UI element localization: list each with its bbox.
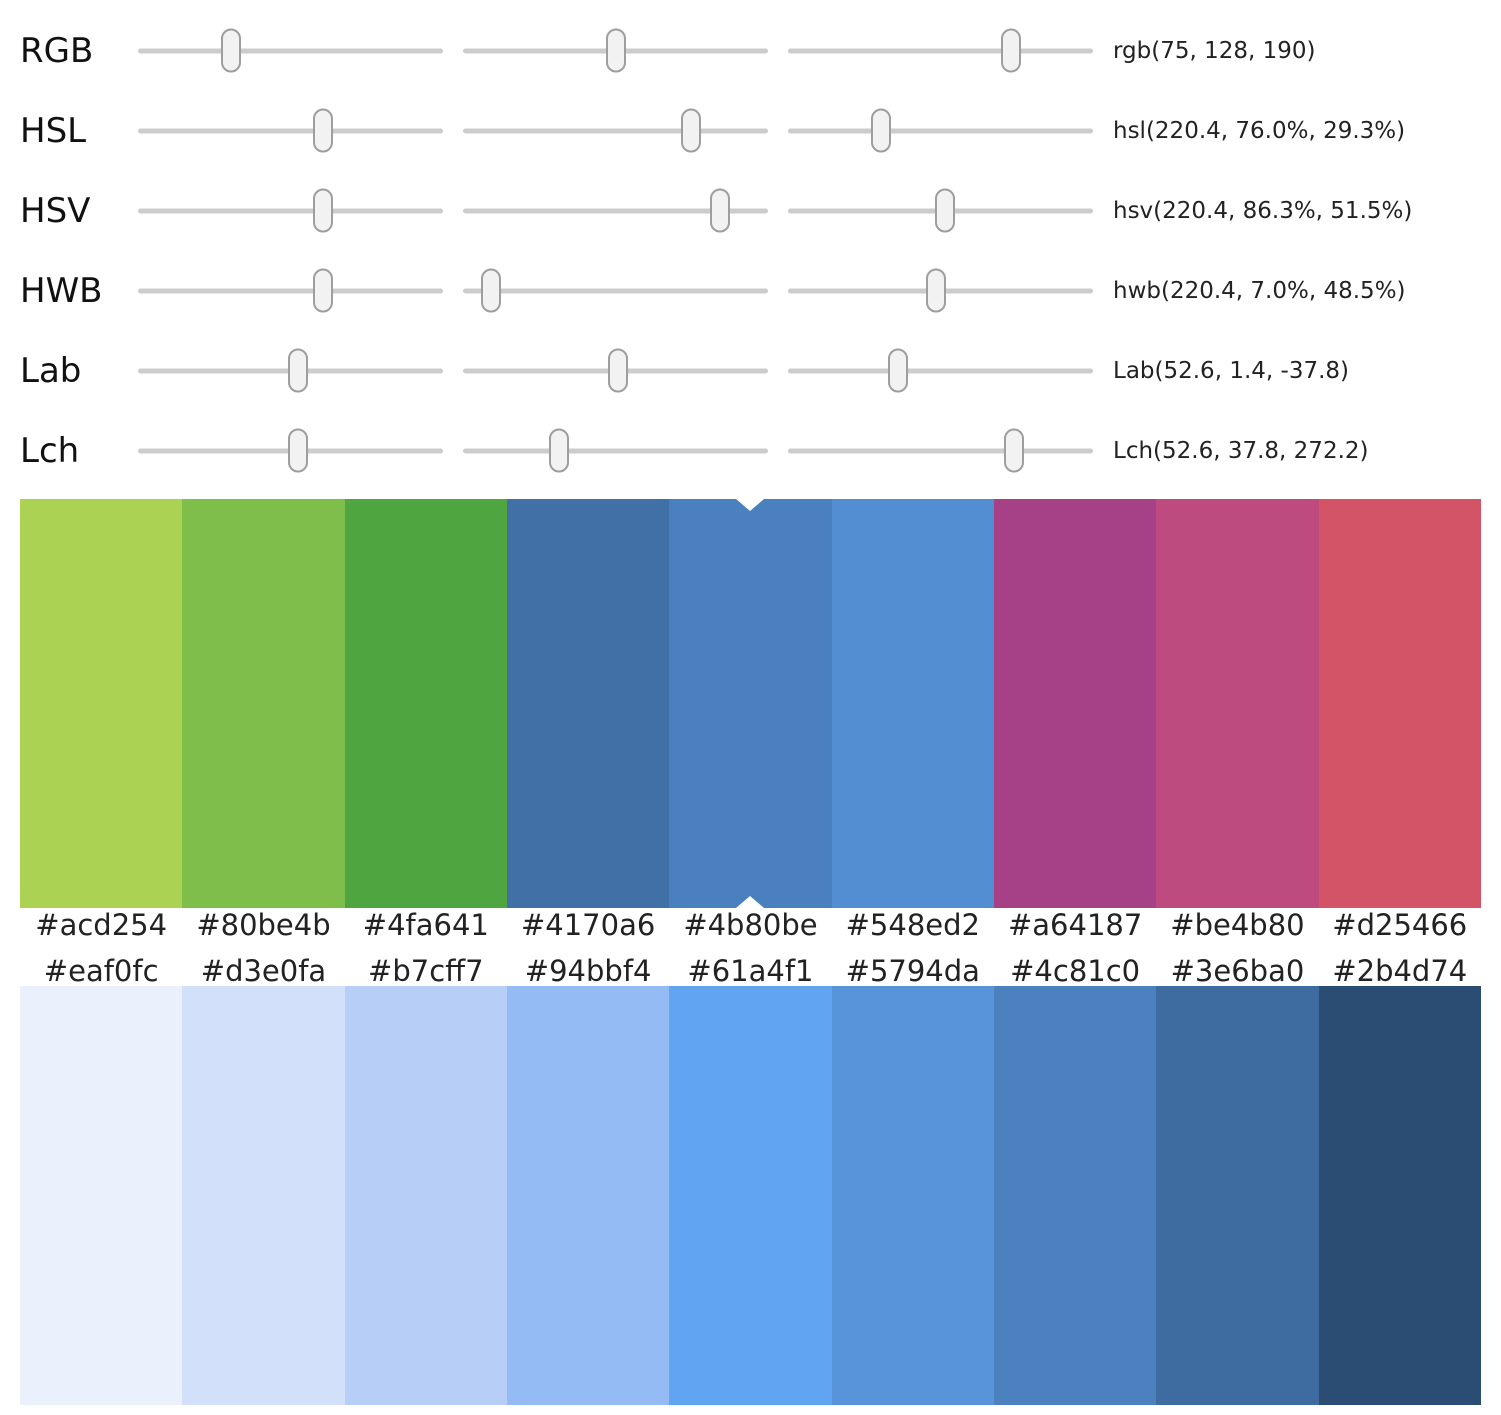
- hex-label-top-3: #4fa641: [362, 908, 489, 942]
- hex-label-bottom-7: #4c81c0: [1010, 954, 1141, 988]
- slider-track-hsl-3[interactable]: [788, 108, 1093, 153]
- slider-row-hwb: HWB hwb(220.4, 7.0%, 48.5%): [0, 251, 1501, 331]
- slider-thumb-hwb-3[interactable]: [926, 268, 947, 313]
- palette-swatch-bottom-6[interactable]: [831, 986, 994, 1405]
- slider-thumb-lab-2[interactable]: [607, 348, 628, 393]
- slider-track-rgb-1[interactable]: [138, 28, 443, 73]
- hex-label-top-1: #acd254: [35, 908, 168, 942]
- palette-swatch-top-3[interactable]: [344, 499, 507, 908]
- palette-swatch-top-1[interactable]: [20, 499, 183, 908]
- color-value-text: hwb(220.4, 7.0%, 48.5%): [1113, 278, 1406, 304]
- palette-top: [20, 499, 1481, 908]
- slider-track-hsl-1[interactable]: [138, 108, 443, 153]
- palette-swatch-bottom-9[interactable]: [1318, 986, 1481, 1405]
- hex-label-top-2: #80be4b: [196, 908, 331, 942]
- slider-row-label: Lch: [20, 431, 80, 471]
- palette-swatch-bottom-3[interactable]: [344, 986, 507, 1405]
- slider-track-hwb-3[interactable]: [788, 268, 1093, 313]
- slider-thumb-hsl-1[interactable]: [312, 108, 333, 153]
- palette-swatch-top-5[interactable]: [669, 499, 832, 908]
- slider-track-lch-3[interactable]: [788, 428, 1093, 473]
- slider-track-rgb-2[interactable]: [463, 28, 768, 73]
- slider-thumb-hsl-2[interactable]: [680, 108, 701, 153]
- slider-track-rgb-3[interactable]: [788, 28, 1093, 73]
- hex-label-bottom-4: #94bbf4: [524, 954, 652, 988]
- hex-label-bottom-6: #5794da: [845, 954, 980, 988]
- hex-label-top-5: #4b80be: [683, 908, 818, 942]
- slider-row-label: HWB: [20, 271, 103, 311]
- slider-row-label: HSL: [20, 111, 87, 151]
- palette-swatch-bottom-2[interactable]: [182, 986, 345, 1405]
- hex-label-bottom-9: #2b4d74: [1332, 954, 1468, 988]
- palette-swatch-bottom-1[interactable]: [20, 986, 183, 1405]
- hex-label-bottom-3: #b7cff7: [368, 954, 484, 988]
- color-value-text: rgb(75, 128, 190): [1113, 38, 1316, 64]
- slider-track-lch-1[interactable]: [138, 428, 443, 473]
- slider-thumb-lch-2[interactable]: [549, 428, 570, 473]
- palette-swatch-top-6[interactable]: [831, 499, 994, 908]
- color-value-text: hsv(220.4, 86.3%, 51.5%): [1113, 198, 1413, 224]
- slider-thumb-rgb-2[interactable]: [606, 28, 627, 73]
- slider-thumb-rgb-3[interactable]: [1001, 28, 1022, 73]
- slider-row-lab: Lab Lab(52.6, 1.4, -37.8): [0, 331, 1501, 411]
- palette-swatch-top-8[interactable]: [1156, 499, 1319, 908]
- hex-label-top-6: #548ed2: [845, 908, 980, 942]
- slider-track-lab-3[interactable]: [788, 348, 1093, 393]
- hex-label-top-4: #4170a6: [520, 908, 656, 942]
- palette-swatch-top-7[interactable]: [993, 499, 1157, 908]
- slider-track-lab-1[interactable]: [138, 348, 443, 393]
- palette-bottom: [20, 986, 1481, 1405]
- slider-thumb-hwb-1[interactable]: [312, 268, 333, 313]
- slider-thumb-lch-1[interactable]: [288, 428, 308, 473]
- slider-row-label: RGB: [20, 31, 94, 71]
- slider-track-hwb-1[interactable]: [138, 268, 443, 313]
- hex-label-top-7: #a64187: [1007, 908, 1143, 942]
- palette-swatch-bottom-8[interactable]: [1156, 986, 1319, 1405]
- palette-swatch-bottom-7[interactable]: [993, 986, 1157, 1405]
- slider-track-hsv-2[interactable]: [463, 188, 768, 233]
- slider-thumb-lab-3[interactable]: [888, 348, 909, 393]
- slider-thumb-lch-3[interactable]: [1004, 428, 1025, 473]
- palette-swatch-top-2[interactable]: [182, 499, 345, 908]
- slider-thumb-hwb-2[interactable]: [481, 268, 502, 313]
- palette-swatch-bottom-4[interactable]: [506, 986, 670, 1405]
- color-value-text: Lch(52.6, 37.8, 272.2): [1113, 438, 1369, 464]
- color-value-text: hsl(220.4, 76.0%, 29.3%): [1113, 118, 1406, 144]
- selected-swatch-notch-top-icon: [736, 499, 765, 511]
- hex-label-top-8: #be4b80: [1170, 908, 1305, 942]
- slider-row-hsl: HSL hsl(220.4, 76.0%, 29.3%): [0, 91, 1501, 171]
- slider-track-hsv-1[interactable]: [138, 188, 443, 233]
- palette-swatch-top-9[interactable]: [1318, 499, 1481, 908]
- hex-label-bottom-8: #3e6ba0: [1170, 954, 1305, 988]
- slider-track-lab-2[interactable]: [463, 348, 768, 393]
- hex-labels-bottom: #eaf0fc #d3e0fa #b7cff7 #94bbf4 #61a4f1 #5794…: [20, 952, 1481, 990]
- slider-row-label: Lab: [20, 351, 82, 391]
- slider-track-lch-2[interactable]: [463, 428, 768, 473]
- slider-thumb-hsv-2[interactable]: [710, 188, 731, 233]
- slider-track-hsv-3[interactable]: [788, 188, 1093, 233]
- hex-label-top-9: #d25466: [1332, 908, 1468, 942]
- hex-label-bottom-1: #eaf0fc: [43, 954, 159, 988]
- color-value-text: Lab(52.6, 1.4, -37.8): [1113, 358, 1349, 384]
- slider-thumb-hsv-1[interactable]: [312, 188, 333, 233]
- palette-swatch-bottom-5[interactable]: [669, 986, 832, 1405]
- slider-row-lch: Lch Lch(52.6, 37.8, 272.2): [0, 411, 1501, 491]
- slider-thumb-rgb-1[interactable]: [220, 28, 241, 73]
- slider-row-hsv: HSV hsv(220.4, 86.3%, 51.5%): [0, 171, 1501, 251]
- hex-label-bottom-2: #d3e0fa: [200, 954, 327, 988]
- hex-labels-top: #acd254 #80be4b #4fa641 #4170a6 #4b80be #548e…: [20, 906, 1481, 944]
- slider-thumb-hsl-3[interactable]: [870, 108, 891, 153]
- slider-track-hsl-2[interactable]: [463, 108, 768, 153]
- slider-thumb-lab-1[interactable]: [288, 348, 308, 393]
- slider-track-hwb-2[interactable]: [463, 268, 768, 313]
- slider-row-label: HSV: [20, 191, 91, 231]
- slider-thumb-hsv-3[interactable]: [934, 188, 955, 233]
- slider-row-rgb: RGB rgb(75, 128, 190): [0, 11, 1501, 91]
- hex-label-bottom-5: #61a4f1: [687, 954, 814, 988]
- palette-swatch-top-4[interactable]: [506, 499, 670, 908]
- selected-swatch-notch-bottom-icon: [736, 896, 765, 908]
